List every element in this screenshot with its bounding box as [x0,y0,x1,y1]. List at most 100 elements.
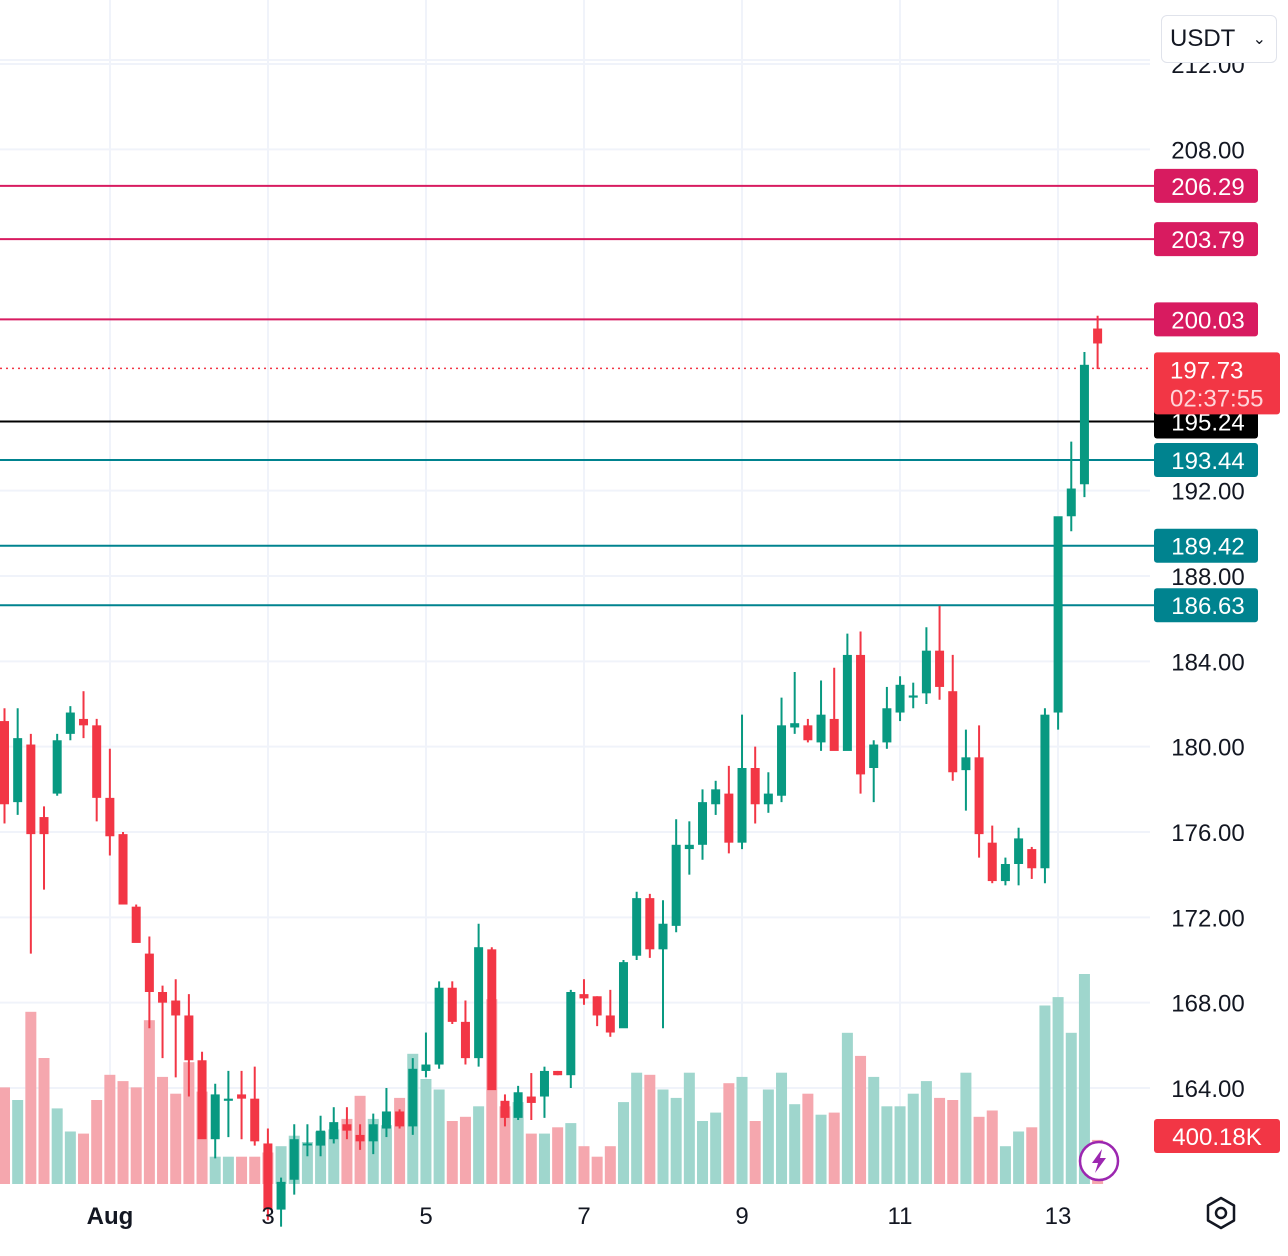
volume-bar [1078,974,1090,1184]
level-label-bg [1154,302,1258,337]
candle-body [605,1015,615,1033]
candle-body [777,725,787,796]
candle [974,725,984,858]
candle-body [474,947,484,1059]
candle-body [579,994,589,999]
candle-body [724,793,734,843]
candle [79,691,89,739]
volume-bar [104,1074,116,1184]
candles [0,315,1103,1227]
price-axis[interactable]: 212.00208.00192.00188.00184.00180.00176.… [1171,52,1244,1103]
volume-bar [868,1076,880,1184]
candle [777,697,787,803]
time-tick-label: 13 [1045,1203,1072,1230]
candle-body [13,738,23,803]
candle [632,891,642,960]
candle [250,1066,260,1146]
candle-body [368,1124,378,1142]
candle [289,1124,299,1195]
level-label-support: 189.42 [1154,528,1258,563]
lightning-icon[interactable] [1078,1140,1120,1182]
candle-body [131,906,141,943]
candle [618,960,628,1029]
candle-body [1053,516,1063,713]
candle-body [908,695,918,698]
candle [158,985,168,1059]
candle-body [671,844,681,926]
volume-bar [0,1087,10,1184]
volume-bar [459,1116,471,1184]
volume-bar [157,1076,169,1184]
volume-bar [64,1131,76,1184]
volume-bar [1026,1127,1038,1184]
candle [105,748,115,856]
time-tick-label: 9 [735,1203,748,1230]
candle [803,718,813,743]
volume-bar [697,1121,709,1184]
level-label-resistance: 200.03 [1154,302,1258,337]
settings-icon[interactable] [1200,1192,1242,1234]
candle [144,936,154,1029]
candle-body [0,721,9,805]
candle [1053,516,1063,730]
candle-body [1014,838,1024,864]
volume-bar [1039,1005,1051,1184]
time-tick-label: Aug [87,1203,134,1230]
candle-body [105,797,115,837]
candle [882,686,892,749]
candle [592,996,602,1027]
candle [13,708,23,815]
price-tick-label: 188.00 [1171,564,1244,591]
candle-body [526,1096,536,1103]
volume-bar [947,1100,959,1184]
volume-bar [183,1062,195,1184]
candle [698,789,708,860]
volume-bar [683,1072,695,1184]
volume-bar [960,1072,972,1184]
volume-bar [222,1156,234,1184]
candle-body [895,684,905,713]
candle-body [763,793,773,805]
candle [52,733,62,796]
candle-body [1000,864,1010,882]
volume-bar [907,1093,919,1184]
volume-bar [486,999,498,1184]
candle-body [948,691,958,773]
volume-label-bg [1154,1119,1280,1153]
candle [500,1094,510,1127]
candle-body [237,1094,247,1099]
candle-body [698,802,708,845]
grid-lines [0,0,1150,1184]
volume-bar [617,1102,629,1184]
candle-body [856,654,866,775]
volume-bar [301,1142,313,1184]
candle-body [513,1092,523,1118]
candle-body [223,1098,233,1101]
volume-bar [117,1081,129,1184]
candle-body [829,718,839,751]
level-label-resistance: 203.79 [1154,222,1258,257]
candle-body [434,987,444,1065]
volume-bar [328,1129,340,1184]
candle [184,994,194,1097]
time-axis[interactable]: Aug 3 5 7 9 11 13 [87,1203,1072,1230]
volume-bar [538,1133,550,1184]
level-label-text: 193.44 [1171,448,1244,475]
level-label-text: 200.03 [1171,307,1244,334]
candle [526,1073,536,1120]
candle [553,1070,563,1076]
candle [487,947,497,1091]
currency-select[interactable]: USDT ⌄ [1161,15,1277,63]
candle-body [882,708,892,743]
price-tick-label: 164.00 [1171,1076,1244,1103]
candle-body [26,744,36,835]
volume-bar [789,1104,801,1184]
candle [118,832,128,905]
price-level-lines[interactable] [0,184,1154,607]
candle [1066,441,1076,532]
candle [658,900,668,1029]
volume-label: 400.18K [1154,1119,1280,1153]
candle [750,746,760,824]
